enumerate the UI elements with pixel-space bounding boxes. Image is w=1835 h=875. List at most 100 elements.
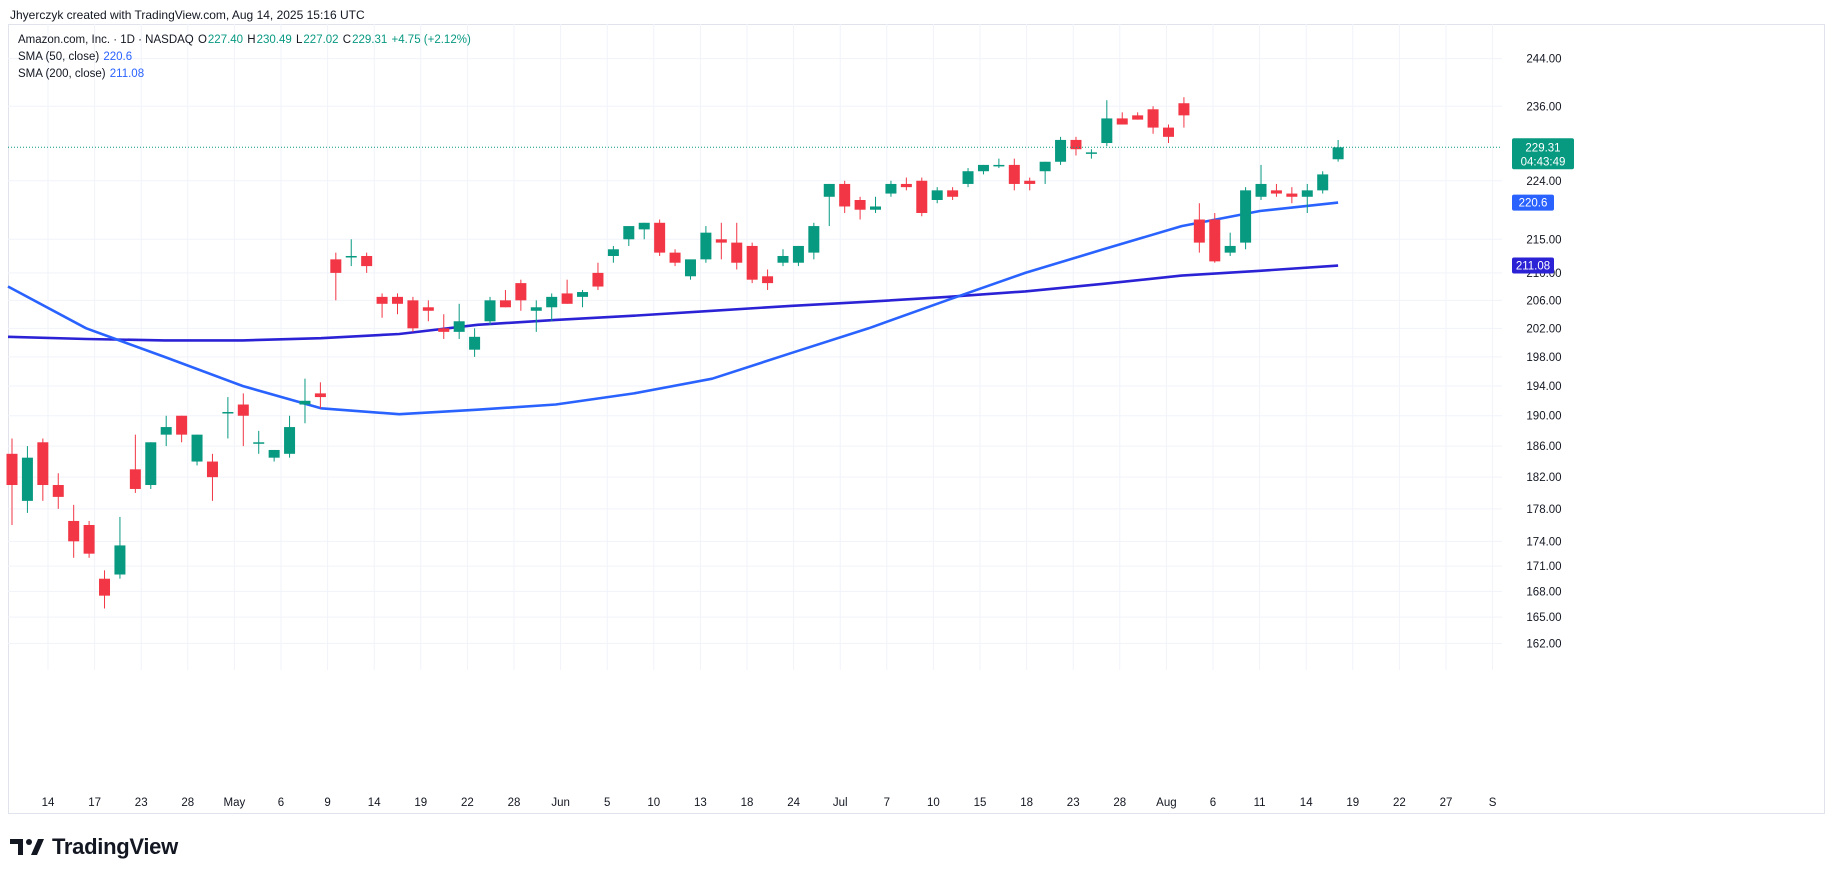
x-tick-label: 22 <box>1393 797 1406 809</box>
candle-body <box>746 245 758 280</box>
candle <box>715 222 727 260</box>
candle <box>1008 158 1020 191</box>
candle-body <box>1147 109 1159 128</box>
candle <box>499 289 511 308</box>
candle-body <box>407 300 419 329</box>
candle <box>515 279 527 311</box>
candle <box>129 434 141 493</box>
candle-body <box>83 525 95 554</box>
candle <box>762 269 774 290</box>
y-tick-label: 168.00 <box>1526 586 1561 598</box>
candle-body <box>561 293 573 304</box>
candle-body <box>823 183 835 197</box>
candle <box>407 296 419 332</box>
candle-body <box>52 485 64 497</box>
candle <box>638 222 650 240</box>
candle-body <box>1332 147 1344 160</box>
y-tick-label: 178.00 <box>1526 504 1561 516</box>
candle <box>792 245 804 267</box>
candle <box>438 314 450 339</box>
x-tick-label: 11 <box>1254 797 1266 809</box>
candle <box>191 434 203 466</box>
candle-body <box>1024 180 1036 184</box>
candle-body <box>654 222 666 253</box>
candle-body <box>839 183 851 207</box>
candle <box>1193 203 1205 253</box>
candle-body <box>37 442 49 486</box>
x-tick-label: 14 <box>42 797 55 809</box>
candle-body <box>453 321 465 332</box>
candle-body <box>1008 164 1020 184</box>
x-tick-label: May <box>224 797 246 809</box>
candle <box>6 438 18 526</box>
candle <box>577 289 589 308</box>
x-tick-label: 15 <box>974 797 987 809</box>
candle <box>839 180 851 213</box>
candle-body <box>1193 219 1205 243</box>
candle <box>21 446 33 513</box>
candle <box>253 430 265 454</box>
candle <box>145 442 157 489</box>
x-tick-label: Jun <box>551 797 570 809</box>
candle-body <box>900 183 912 188</box>
x-tick-label: 7 <box>884 797 890 809</box>
sma200-line <box>7 264 1339 342</box>
x-tick-label: 18 <box>1020 797 1033 809</box>
candle-body <box>1039 161 1051 172</box>
y-tick-label: 165.00 <box>1526 612 1561 624</box>
candles <box>6 97 1344 609</box>
candle <box>530 300 542 332</box>
candle <box>993 158 1005 169</box>
low-label: L <box>296 34 303 46</box>
x-tick-label: Jul <box>833 797 848 809</box>
candle-body <box>376 296 388 304</box>
candle <box>114 516 126 579</box>
x-tick-label: S <box>1489 797 1497 809</box>
candle <box>823 183 835 227</box>
x-tick-label: 27 <box>1440 797 1453 809</box>
sma200-legend[interactable]: SMA (200, close) 211.08 <box>18 68 145 80</box>
y-tick-label: 244.00 <box>1526 54 1561 66</box>
candle-body <box>145 442 157 486</box>
candle-body <box>1178 103 1190 116</box>
tradingview-logo-icon <box>10 839 44 855</box>
price-tags: 229.31 04:43:49 220.6 211.08 <box>8 138 1574 274</box>
candle-body <box>977 164 989 172</box>
candle <box>700 226 712 263</box>
x-tick-label: 22 <box>461 797 474 809</box>
sma50-value: 220.6 <box>103 51 133 63</box>
candle <box>299 378 311 424</box>
candle-body <box>715 239 727 243</box>
y-tick-label: 190.00 <box>1526 411 1561 423</box>
candle-body <box>623 226 635 240</box>
candle-body <box>1209 219 1221 262</box>
candle <box>1147 106 1159 134</box>
candle <box>1039 161 1051 184</box>
candle <box>885 180 897 197</box>
gridlines <box>8 24 1502 670</box>
tradingview-logo[interactable]: TradingView <box>10 834 178 860</box>
x-tick-label: 9 <box>324 797 330 809</box>
candle <box>947 187 959 201</box>
candle-body <box>1055 139 1067 162</box>
y-tick-label: 194.00 <box>1526 381 1561 393</box>
y-tick-label: 206.00 <box>1526 295 1561 307</box>
candle-body <box>129 469 141 489</box>
candle <box>607 245 619 263</box>
candle-body <box>962 171 974 184</box>
candle <box>1163 124 1174 144</box>
candle <box>1255 164 1267 201</box>
sma50-legend[interactable]: SMA (50, close) 220.6 <box>18 51 133 63</box>
candle <box>284 415 296 458</box>
x-tick-label: 6 <box>1210 797 1216 809</box>
candle-body <box>854 200 866 210</box>
x-tick-label: 10 <box>927 797 940 809</box>
candle-body <box>993 164 1005 167</box>
candle-body <box>330 259 342 273</box>
x-tick-label: 14 <box>1300 797 1313 809</box>
y-tick-label: 162.00 <box>1526 638 1561 650</box>
candle-body <box>1085 152 1097 154</box>
candle <box>900 177 912 191</box>
candle <box>1332 139 1344 162</box>
